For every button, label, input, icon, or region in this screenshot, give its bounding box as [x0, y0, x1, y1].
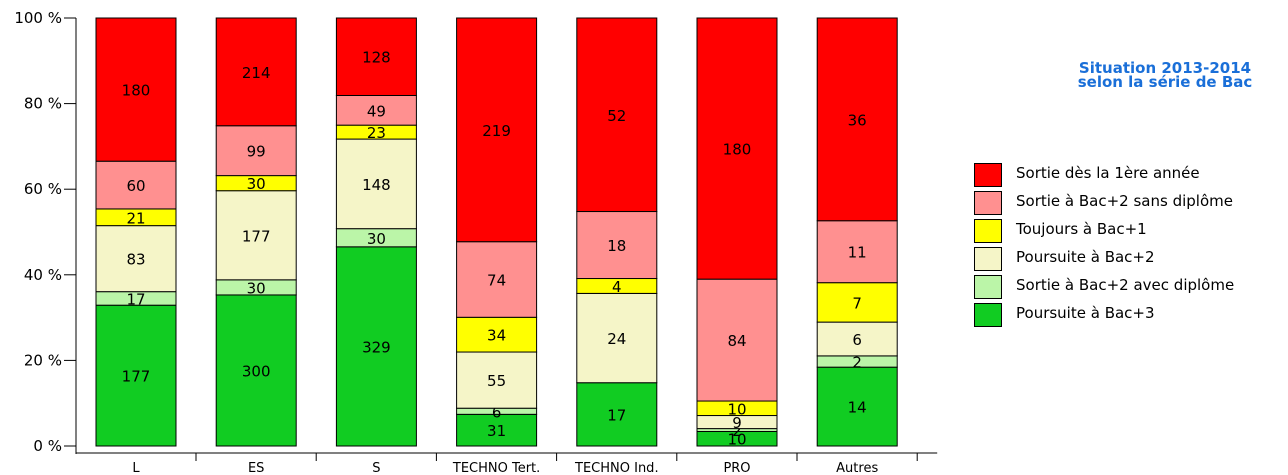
chart-title-line-1: Situation 2013-2014 [1078, 59, 1252, 77]
legend-swatch [974, 191, 1002, 215]
legend-label: Sortie à Bac+2 avec diplôme [1016, 276, 1235, 294]
bar-segment [576, 211, 658, 280]
bar-segment [456, 241, 538, 318]
bar-segment [816, 366, 898, 447]
data-label: 214 [242, 64, 271, 82]
bar-segment [576, 17, 658, 213]
legend-label: Poursuite à Bac+2 [1016, 248, 1155, 266]
bar-segment [95, 304, 177, 447]
x-tick-label: L [132, 461, 140, 475]
bar-segment [816, 282, 898, 323]
bar-segment [215, 294, 297, 447]
legend-label: Sortie dès la 1ère année [1016, 164, 1200, 182]
bar-segment [215, 125, 297, 177]
legend-label: Toujours à Bac+1 [1016, 220, 1147, 238]
legend-swatch [974, 219, 1002, 243]
bar-segment [95, 225, 177, 293]
data-label: 49 [367, 102, 386, 120]
data-label: 21 [126, 209, 145, 227]
data-label: 17 [607, 406, 626, 424]
x-tick-label: PRO [723, 461, 750, 475]
data-label: 84 [727, 332, 746, 350]
data-label: 74 [487, 271, 506, 289]
data-label: 148 [362, 176, 391, 194]
bar-segment [335, 94, 417, 126]
data-label: 180 [122, 82, 151, 100]
data-label: 2 [732, 422, 742, 440]
y-tick-label: 20 % [24, 351, 62, 369]
data-label: 11 [848, 244, 867, 262]
data-label: 24 [607, 330, 626, 348]
bar-segment [696, 278, 778, 402]
data-label: 300 [242, 362, 271, 380]
stacked-bar-chart: 0 %20 %40 %60 %80 %100 %17717832160180L3… [14, 9, 938, 475]
bar-segment [335, 138, 417, 230]
data-label: 7 [852, 294, 862, 312]
bar-segment [335, 17, 417, 96]
bar-segment [576, 292, 658, 384]
data-label: 83 [126, 251, 145, 269]
data-label: 31 [487, 422, 506, 440]
data-label: 18 [607, 237, 626, 255]
data-label: 177 [122, 368, 151, 386]
legend-swatch [974, 303, 1002, 327]
bar-segment [696, 17, 778, 280]
x-tick-label: S [372, 461, 380, 475]
x-tick-label: TECHNO Ind. [574, 461, 659, 475]
chart-title-line-2: selon la série de Bac [1077, 73, 1253, 91]
legend-label: Sortie à Bac+2 sans diplôme [1016, 192, 1233, 210]
bar-segment [456, 17, 538, 243]
data-label: 4 [612, 278, 622, 296]
bar-segment [335, 246, 417, 447]
bar-segment [456, 413, 538, 447]
y-tick-label: 0 % [33, 437, 62, 455]
data-label: 329 [362, 338, 391, 356]
data-label: 52 [607, 107, 626, 125]
data-label: 9 [732, 414, 742, 432]
bar-segment [215, 17, 297, 127]
legend-label: Poursuite à Bac+3 [1016, 304, 1155, 322]
bar-segment [816, 17, 898, 222]
data-label: 99 [247, 143, 266, 161]
legend-swatch [974, 247, 1002, 271]
data-label: 60 [126, 177, 145, 195]
data-label: 2 [852, 354, 862, 372]
data-label: 30 [247, 175, 266, 193]
data-label: 6 [852, 331, 862, 349]
x-tick-label: TECHNO Tert. [452, 461, 540, 475]
bar-segment [95, 17, 177, 162]
data-label: 23 [367, 124, 386, 142]
data-label: 10 [727, 431, 746, 449]
data-label: 30 [247, 279, 266, 297]
y-tick-label: 60 % [24, 180, 62, 198]
data-label: 6 [492, 403, 502, 421]
data-label: 17 [126, 290, 145, 308]
data-label: 128 [362, 49, 391, 67]
data-label: 14 [848, 399, 867, 417]
y-tick-label: 40 % [24, 266, 62, 284]
data-label: 36 [848, 111, 867, 129]
chart-title: Situation 2013-2014 selon la série de Ba… [1000, 59, 1288, 91]
data-label: 34 [487, 327, 506, 345]
data-label: 55 [487, 372, 506, 390]
data-label: 219 [482, 122, 511, 140]
y-tick-label: 80 % [24, 95, 62, 113]
bar-segment [456, 351, 538, 409]
x-tick-label: ES [248, 461, 264, 475]
legend-swatch [974, 275, 1002, 299]
bar-segment [456, 316, 538, 353]
y-tick-label: 100 % [14, 9, 62, 27]
data-label: 180 [723, 141, 752, 159]
bar-segment [215, 190, 297, 281]
bar-segment [95, 160, 177, 210]
data-label: 177 [242, 227, 271, 245]
data-label: 30 [367, 230, 386, 248]
data-label: 10 [727, 400, 746, 418]
legend-swatch [974, 163, 1002, 187]
x-tick-label: Autres [836, 461, 878, 475]
